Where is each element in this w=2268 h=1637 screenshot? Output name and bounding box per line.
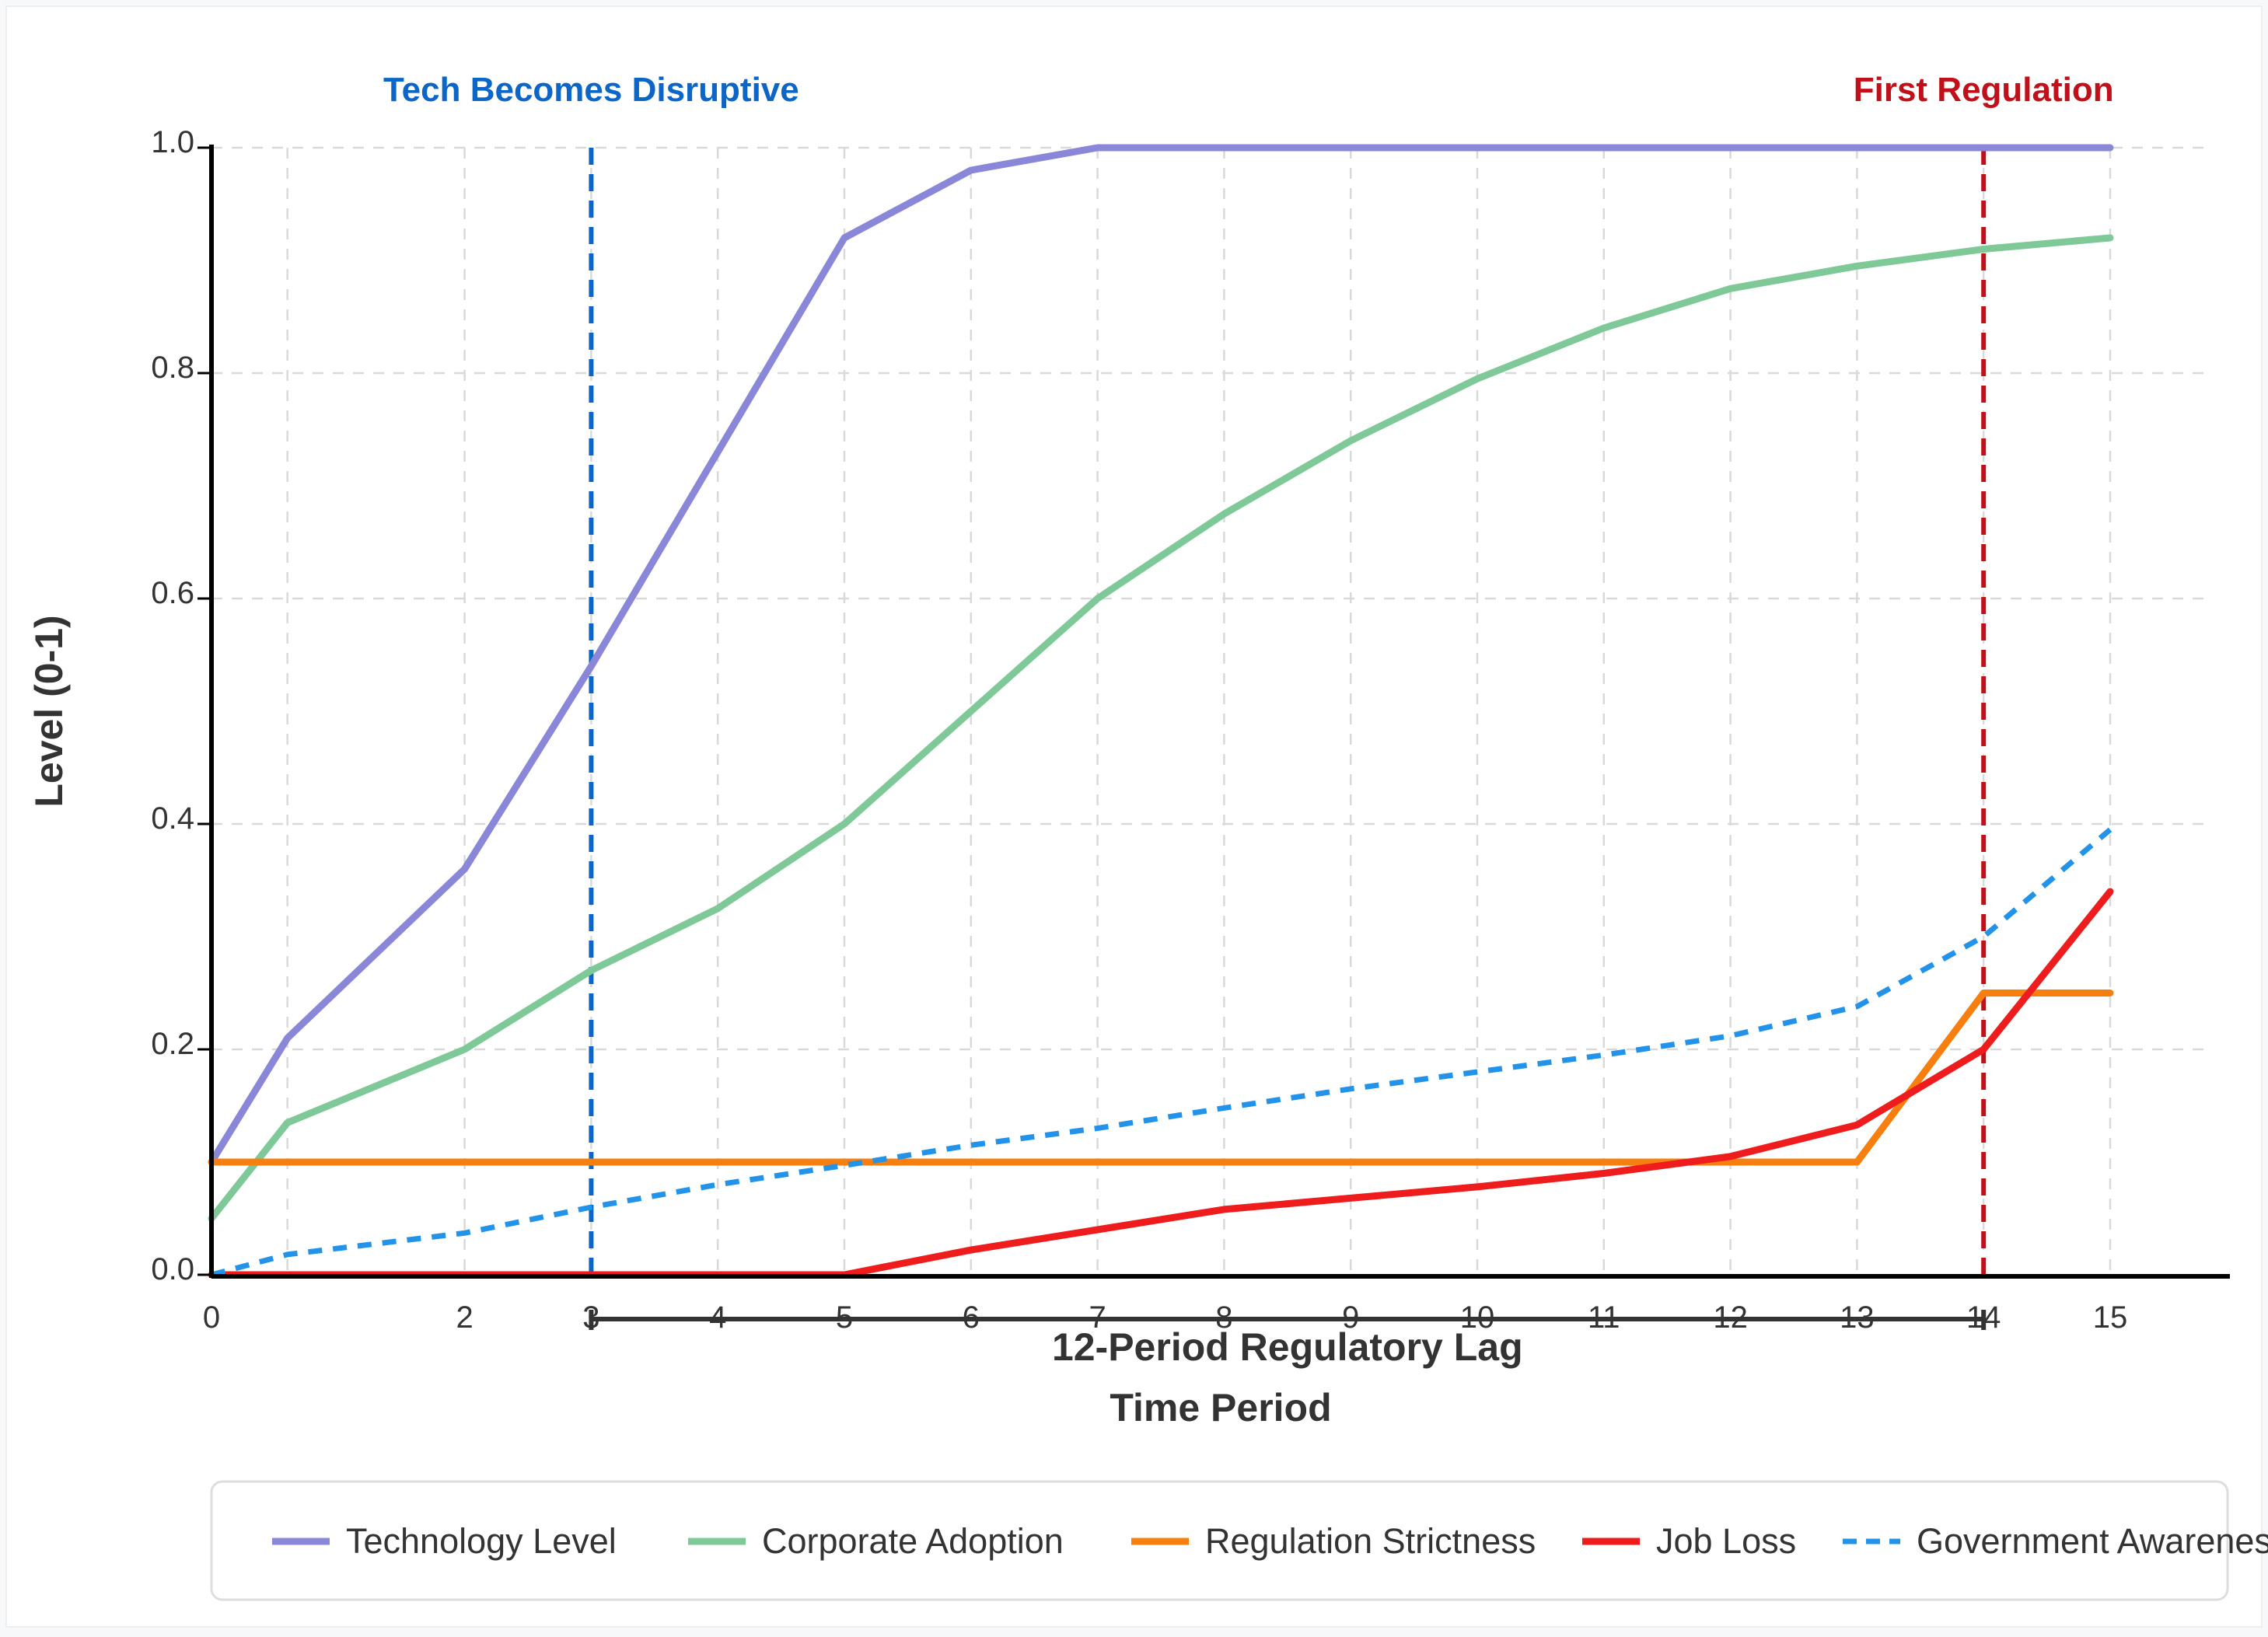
x-tick-label: 10 <box>1460 1300 1495 1335</box>
x-tick-label: 12 <box>1713 1300 1748 1335</box>
x-tick-label: 4 <box>709 1300 726 1335</box>
x-tick-label: 5 <box>836 1300 853 1335</box>
plot-area <box>211 148 2110 1275</box>
legend: Technology Level Corporate Adoption Regula… <box>210 1480 2268 1601</box>
y-tick-label: 0.0 <box>151 1252 194 1286</box>
y-tick-label: 0.8 <box>151 351 194 385</box>
annotation-lines <box>589 148 1987 1330</box>
x-tick-label: 13 <box>1840 1300 1875 1335</box>
x-tick-label: 15 <box>2093 1300 2128 1335</box>
annotation-label: Tech Becomes Disruptive <box>383 71 799 109</box>
legend-box <box>210 1480 2229 1601</box>
x-tick-label: 8 <box>1215 1300 1232 1335</box>
series-line <box>211 827 2112 1278</box>
series-line <box>208 234 2114 1222</box>
legend-label: Government Awarenes <box>1917 1521 2268 1561</box>
x-tick-label: 7 <box>1089 1300 1106 1335</box>
series-group <box>208 144 2114 1279</box>
y-axis-title: Level (0-1) <box>27 615 71 807</box>
x-tick-label: 14 <box>1966 1300 2001 1335</box>
labels: Level (0-1) Time Period 0.0 0.2 0.4 0.6 0.8 1… <box>27 71 2127 1429</box>
y-tick-label: 0.4 <box>151 801 194 836</box>
x-tick-label: 0 <box>203 1300 220 1335</box>
x-axis-title: Time Period <box>1110 1386 1331 1429</box>
series-line <box>208 990 2114 1166</box>
legend-label: Regulation Strictness <box>1205 1521 1536 1561</box>
lag-span-label: 12-Period Regulatory Lag <box>1052 1325 1523 1369</box>
y-tick-label: 0.6 <box>151 576 194 610</box>
x-tick-label: 9 <box>1342 1300 1359 1335</box>
x-tick-label: 11 <box>1588 1300 1620 1335</box>
legend-label: Technology Level <box>346 1521 617 1561</box>
y-tick-label: 1.0 <box>151 125 194 159</box>
y-tick-label: 0.2 <box>151 1027 194 1061</box>
legend-label: Corporate Adoption <box>762 1521 1064 1561</box>
axes <box>197 145 2230 1279</box>
legend-label: Job Loss <box>1656 1521 1796 1561</box>
series-line <box>208 888 2114 1279</box>
x-tick-label: 3 <box>582 1300 599 1335</box>
x-tick-label: 6 <box>963 1300 980 1335</box>
x-tick-label: 2 <box>456 1300 473 1335</box>
series-line <box>208 144 2114 1166</box>
annotation-label: First Regulation <box>1854 71 2114 109</box>
